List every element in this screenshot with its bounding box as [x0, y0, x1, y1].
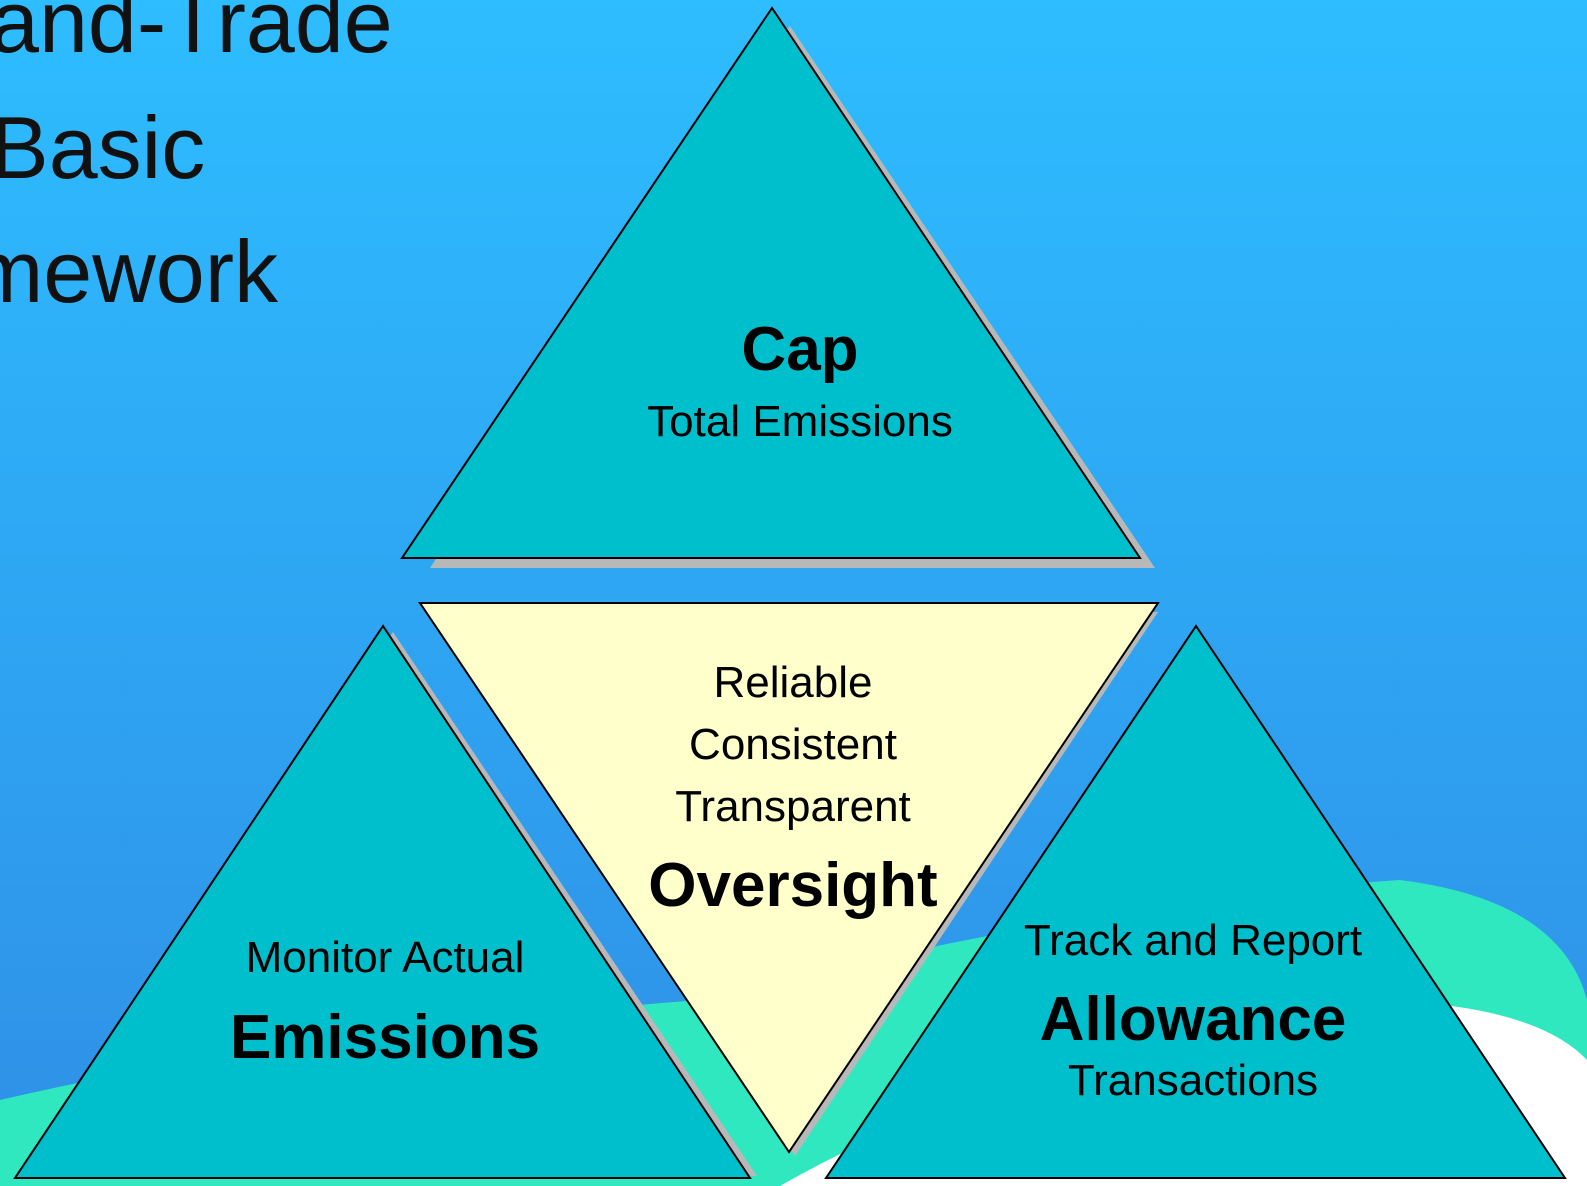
node-label: Total Emissions: [647, 397, 953, 446]
node-label: Transparent: [675, 782, 911, 831]
node-label: Consistent: [689, 720, 897, 769]
title-line: Basic: [0, 98, 205, 197]
title: and-Trade Basic mework: [0, 0, 393, 321]
node-label: Oversight: [648, 851, 937, 920]
triangle-allowance: [824, 624, 1567, 1179]
triangles: [13, 6, 1567, 1179]
triangle-emissions: [13, 624, 752, 1179]
title-line: mework: [0, 222, 279, 321]
node-label: Cap: [741, 315, 858, 384]
node-label: Transactions: [1068, 1056, 1318, 1105]
node-label: Monitor Actual: [246, 933, 525, 982]
node-label: Emissions: [230, 1003, 540, 1072]
node-label: Allowance: [1040, 985, 1347, 1054]
title-line: and-Trade: [0, 0, 393, 71]
triangle-oversight: [418, 602, 1160, 1154]
labels: Cap Total Emissions Reliable Consistent Tran…: [230, 315, 1362, 1105]
node-label: Reliable: [714, 658, 873, 707]
triangle-cap: [400, 6, 1142, 559]
node-label: Track and Report: [1024, 916, 1362, 965]
